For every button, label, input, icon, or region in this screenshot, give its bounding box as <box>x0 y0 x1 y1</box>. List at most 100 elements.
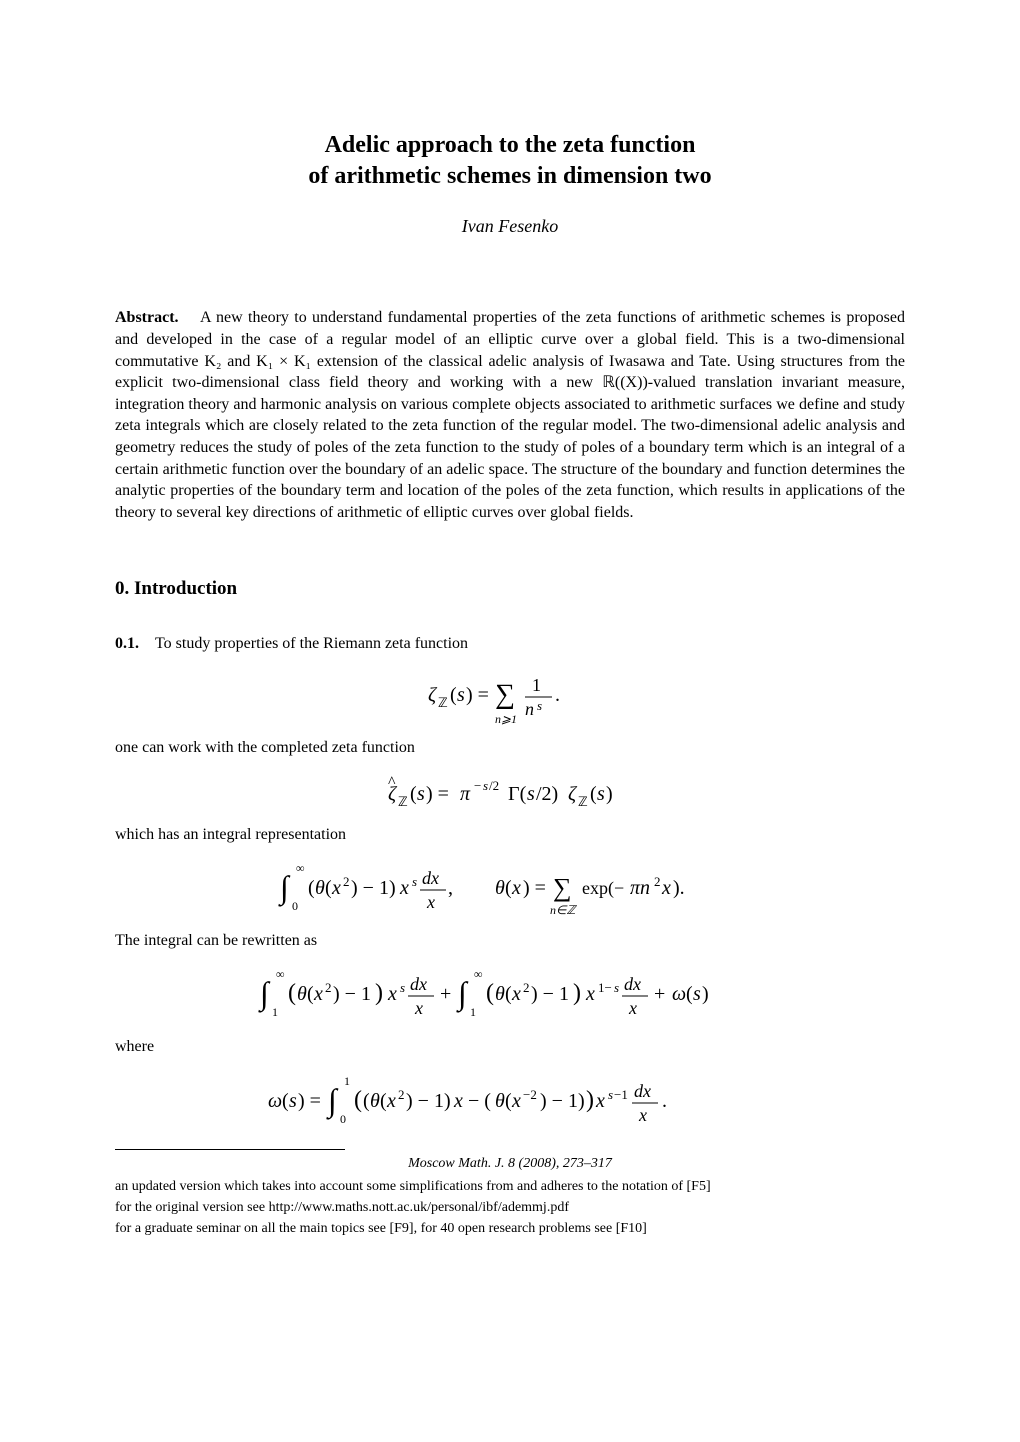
text-integral-rep: which has an integral representation <box>115 824 905 846</box>
svg-text:2: 2 <box>654 874 661 889</box>
svg-text:s: s <box>614 980 619 995</box>
svg-text:∫: ∫ <box>326 1082 339 1120</box>
svg-text:/2: /2 <box>489 778 499 793</box>
subsection-0-1: 0.1. To study properties of the Riemann … <box>115 635 905 653</box>
svg-text:x: x <box>414 998 423 1018</box>
svg-text:n⩾1: n⩾1 <box>495 712 517 725</box>
svg-text:∫: ∫ <box>278 869 291 907</box>
svg-text:x: x <box>426 892 435 912</box>
svg-text:(: ( <box>686 983 693 1005</box>
svg-text:∫: ∫ <box>456 975 469 1013</box>
svg-text:): ) <box>702 983 709 1005</box>
svg-text:dx: dx <box>422 868 439 888</box>
svg-text:(: ( <box>325 877 332 899</box>
svg-text:(: ( <box>410 783 417 805</box>
abstract-body: A new theory to understand fundamental p… <box>115 309 905 520</box>
svg-text:x: x <box>387 983 397 1005</box>
svg-text:− (: − ( <box>468 1090 491 1112</box>
footnote-line-2: for the original version see http://www.… <box>115 1197 905 1218</box>
svg-text:s: s <box>608 1087 613 1102</box>
svg-text:x: x <box>313 983 323 1005</box>
svg-text:ζ: ζ <box>568 783 578 805</box>
equation-completed-zeta: ^ ζ ℤ ( s ) = π − s /2 Γ( s /2) ζ ℤ ( s … <box>115 772 905 812</box>
svg-text:1: 1 <box>344 1074 350 1088</box>
title-line-2: of arithmetic schemes in dimension two <box>308 163 711 189</box>
equation-rewritten: ∫ ∞ 1 ( θ ( x 2 ) − 1 ) x s dx x + ∫ ∞ 1… <box>115 964 905 1024</box>
svg-text:) − 1): ) − 1) <box>540 1090 585 1112</box>
svg-text:2: 2 <box>325 980 332 995</box>
svg-text:(: ( <box>380 1090 387 1112</box>
svg-text:+: + <box>440 983 451 1005</box>
section-heading-0: 0. Introduction <box>115 578 905 600</box>
svg-text:2: 2 <box>523 980 530 995</box>
svg-text:x: x <box>386 1090 396 1112</box>
footnote-journal: Moscow Math. J. 8 (2008), 273–317 <box>115 1156 905 1172</box>
svg-text:s: s <box>417 783 425 805</box>
svg-text:(: ( <box>450 684 457 706</box>
svg-text:ζ: ζ <box>428 684 438 706</box>
svg-text:x: x <box>511 983 521 1005</box>
svg-text:) =: ) = <box>298 1090 321 1112</box>
svg-text:(: ( <box>505 877 512 899</box>
svg-text:ℤ: ℤ <box>578 794 588 809</box>
svg-text:x: x <box>511 1090 521 1112</box>
svg-text:1: 1 <box>272 1005 278 1019</box>
svg-text:s: s <box>597 783 605 805</box>
svg-text:x: x <box>511 877 521 899</box>
svg-text:,: , <box>448 877 453 899</box>
svg-text:(: ( <box>308 877 315 899</box>
equation-omega: ω ( s ) = ∫ 1 0 ( ( θ ( x 2 ) − 1) x − (… <box>115 1071 905 1131</box>
svg-text:x: x <box>628 998 637 1018</box>
svg-text:).: ). <box>673 877 685 899</box>
svg-text:0: 0 <box>340 1112 346 1126</box>
svg-text:) =: ) = <box>466 684 489 706</box>
svg-text:s: s <box>483 778 488 793</box>
svg-text:s: s <box>457 684 465 706</box>
svg-text:x: x <box>585 983 595 1005</box>
svg-text:1: 1 <box>470 1005 476 1019</box>
svg-text:(: ( <box>505 1090 512 1112</box>
svg-text:s: s <box>537 698 542 713</box>
svg-text:) =: ) = <box>523 877 546 899</box>
svg-text:πn: πn <box>630 877 650 899</box>
page: Adelic approach to the zeta function of … <box>0 0 1020 1299</box>
svg-text:∞: ∞ <box>276 967 285 981</box>
svg-text:(: ( <box>354 1087 362 1113</box>
svg-text:) =: ) = <box>426 783 449 805</box>
svg-text:(: ( <box>590 783 597 805</box>
svg-text:ζ: ζ <box>388 783 398 805</box>
svg-text:Γ(: Γ( <box>508 783 527 805</box>
svg-text:1−: 1− <box>598 980 612 995</box>
svg-text:θ: θ <box>370 1090 380 1112</box>
footnote-line-3: for a graduate seminar on all the main t… <box>115 1218 905 1239</box>
svg-text:x: x <box>595 1090 605 1112</box>
svg-text:(: ( <box>486 980 494 1006</box>
svg-text:s: s <box>412 874 417 889</box>
svg-text:x: x <box>399 877 409 899</box>
svg-text:(: ( <box>282 1090 289 1112</box>
svg-text:θ: θ <box>495 877 505 899</box>
svg-text:∑: ∑ <box>495 679 515 710</box>
svg-text:exp(−: exp(− <box>582 878 624 899</box>
svg-text:∞: ∞ <box>474 967 483 981</box>
svg-text:n: n <box>525 699 534 719</box>
footnote-rule <box>115 1149 345 1150</box>
svg-text:θ: θ <box>315 877 325 899</box>
equation-zeta-sum: ζ ℤ ( s ) = ∑ n⩾1 1 n s . <box>115 665 905 725</box>
svg-text:(: ( <box>288 980 296 1006</box>
svg-text:) − 1: ) − 1 <box>333 983 371 1005</box>
svg-text:θ: θ <box>297 983 307 1005</box>
svg-text:ℤ: ℤ <box>398 794 408 809</box>
svg-text:θ: θ <box>495 1090 505 1112</box>
svg-text:ω: ω <box>672 983 686 1005</box>
svg-text:): ) <box>606 783 613 805</box>
abstract-label: Abstract. <box>115 309 179 326</box>
svg-text:∞: ∞ <box>296 861 305 875</box>
footnote-line-1: an updated version which takes into acco… <box>115 1176 905 1197</box>
subsection-text: To study properties of the Riemann zeta … <box>155 635 468 652</box>
svg-text:) − 1: ) − 1 <box>531 983 569 1005</box>
svg-text:s: s <box>527 783 535 805</box>
svg-text:dx: dx <box>410 974 427 994</box>
svg-text:ℤ: ℤ <box>438 695 448 710</box>
svg-text:n∈ℤ: n∈ℤ <box>550 903 577 917</box>
